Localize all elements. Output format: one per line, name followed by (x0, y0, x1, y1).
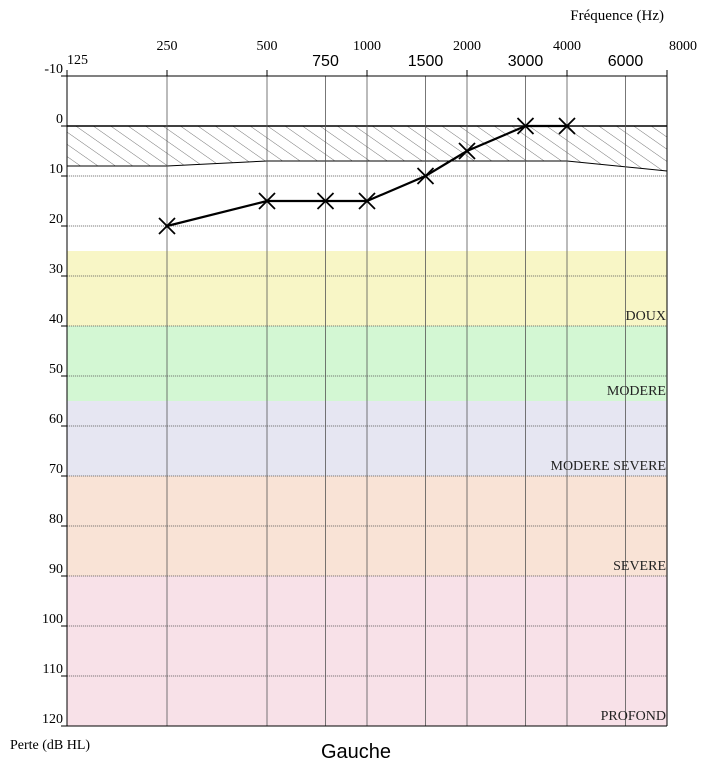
xtick-label-main-6: 8000 (669, 39, 697, 54)
band-label-1: MODERE (607, 384, 666, 399)
xtick-label-main-0: 125 (67, 53, 88, 68)
data-point-4 (416, 167, 435, 185)
ytick-label-8: 70 (49, 462, 63, 477)
ytick-label-6: 50 (49, 362, 63, 377)
xtick-label-main-3: 1000 (353, 39, 381, 54)
data-point-3 (358, 192, 376, 210)
data-point-2 (316, 192, 335, 210)
ytick-label-0: -10 (44, 62, 63, 77)
series-line-0 (166, 124, 567, 228)
chart-title: Gauche (321, 741, 391, 763)
marker-stroke-b (358, 192, 376, 210)
xtick-label-inter-3: 6000 (608, 53, 644, 70)
x-tick-labels: 125 250 500 1000 2000 4000 8000 750 1500 3000 6000 (67, 39, 697, 70)
ytick-label-4: 30 (49, 262, 63, 277)
data-point-7 (558, 117, 576, 135)
severity-labels: DOUX MODERE MODERE SEVERE SEVERE PROFOND (551, 309, 667, 724)
ytick-label-10: 90 (49, 562, 63, 577)
ytick-label-13: 120 (42, 712, 63, 727)
x-axis-label: Fréquence (Hz) (570, 8, 664, 24)
ytick-label-12: 110 (43, 662, 63, 677)
data-point-1 (258, 192, 276, 210)
marker-stroke-b (258, 192, 276, 210)
ytick-label-3: 20 (49, 212, 63, 227)
marker-stroke-b (516, 117, 535, 135)
xtick-label-main-5: 4000 (553, 39, 581, 54)
ytick-label-9: 80 (49, 512, 63, 527)
band-label-0: DOUX (626, 309, 666, 324)
marker-stroke-b (458, 142, 476, 160)
y-axis-label: Perte (dB HL) (10, 738, 90, 753)
band-label-2: MODERE SEVERE (551, 459, 667, 474)
ytick-label-7: 60 (49, 412, 63, 427)
marker-stroke-b (416, 167, 435, 185)
ytick-label-5: 40 (49, 312, 63, 327)
ytick-label-11: 100 (42, 612, 63, 627)
ytick-label-2: 10 (49, 162, 63, 177)
xtick-label-main-4: 2000 (453, 39, 481, 54)
data-point-6 (516, 117, 535, 135)
grid (61, 70, 668, 727)
marker-stroke-b (316, 192, 335, 210)
data-point-0 (158, 217, 176, 235)
xtick-label-inter-1: 1500 (408, 53, 444, 70)
ytick-label-1: 0 (56, 112, 63, 127)
xtick-label-inter-2: 3000 (508, 53, 544, 70)
y-tick-labels: -10 0 10 20 30 40 50 60 70 80 90 100 110 120 (42, 62, 63, 727)
xtick-label-main-2: 500 (257, 39, 278, 54)
data-point-5 (458, 142, 476, 160)
band-label-3: SEVERE (613, 559, 666, 574)
xtick-label-main-1: 250 (157, 39, 178, 54)
xtick-label-inter-0: 750 (312, 53, 339, 70)
band-label-4: PROFOND (601, 709, 666, 724)
marker-stroke-b (158, 217, 176, 235)
series-left-ear (158, 117, 576, 235)
marker-stroke-b (558, 117, 576, 135)
